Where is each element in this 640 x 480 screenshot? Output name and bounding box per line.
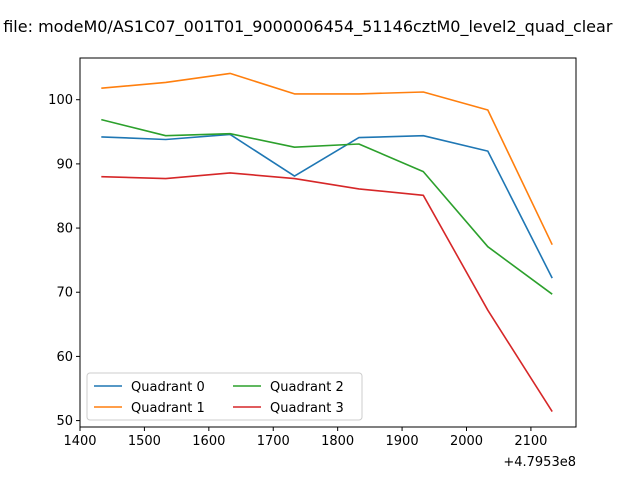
y-tick-label: 80 xyxy=(56,222,73,237)
series-line-quadrant-0 xyxy=(101,133,553,279)
series-line-quadrant-1 xyxy=(101,72,553,246)
plot-frame xyxy=(79,57,577,428)
x-tick-label: 1500 xyxy=(128,434,161,449)
legend-label-quadrant-2: Quadrant 2 xyxy=(270,380,344,395)
x-tick-label: 1400 xyxy=(63,434,96,449)
x-axis: 1400 1500 1600 1700 1800 1900 2000 2100 xyxy=(63,427,547,449)
x-axis-offset-label: +4.7953e8 xyxy=(503,455,576,470)
legend-label-quadrant-3: Quadrant 3 xyxy=(270,401,344,416)
series-line-quadrant-3 xyxy=(101,172,553,413)
legend-label-quadrant-1: Quadrant 1 xyxy=(131,401,205,416)
y-tick-label: 100 xyxy=(48,93,73,108)
y-tick-label: 70 xyxy=(56,286,73,301)
x-tick-label: 2100 xyxy=(514,434,547,449)
chart-title: n file: modeM0/AS1C07_001T01_9000006454_… xyxy=(0,17,613,37)
x-tick-label: 1800 xyxy=(321,434,354,449)
y-tick-label: 50 xyxy=(56,414,73,429)
legend-box xyxy=(86,372,363,421)
x-tick-label: 1700 xyxy=(257,434,290,449)
legend: Quadrant 0 Quadrant 1 Quadrant 2 Quadrant 3 xyxy=(86,372,363,421)
x-tick-label: 1600 xyxy=(192,434,225,449)
y-tick-label: 60 xyxy=(56,350,73,365)
y-tick-label: 90 xyxy=(56,157,73,172)
x-tick-label: 1900 xyxy=(386,434,419,449)
legend-label-quadrant-0: Quadrant 0 xyxy=(131,380,205,395)
x-tick-label: 2000 xyxy=(450,434,483,449)
series-line-quadrant-2 xyxy=(101,118,553,295)
y-axis: 50 60 70 80 90 100 xyxy=(48,93,80,429)
